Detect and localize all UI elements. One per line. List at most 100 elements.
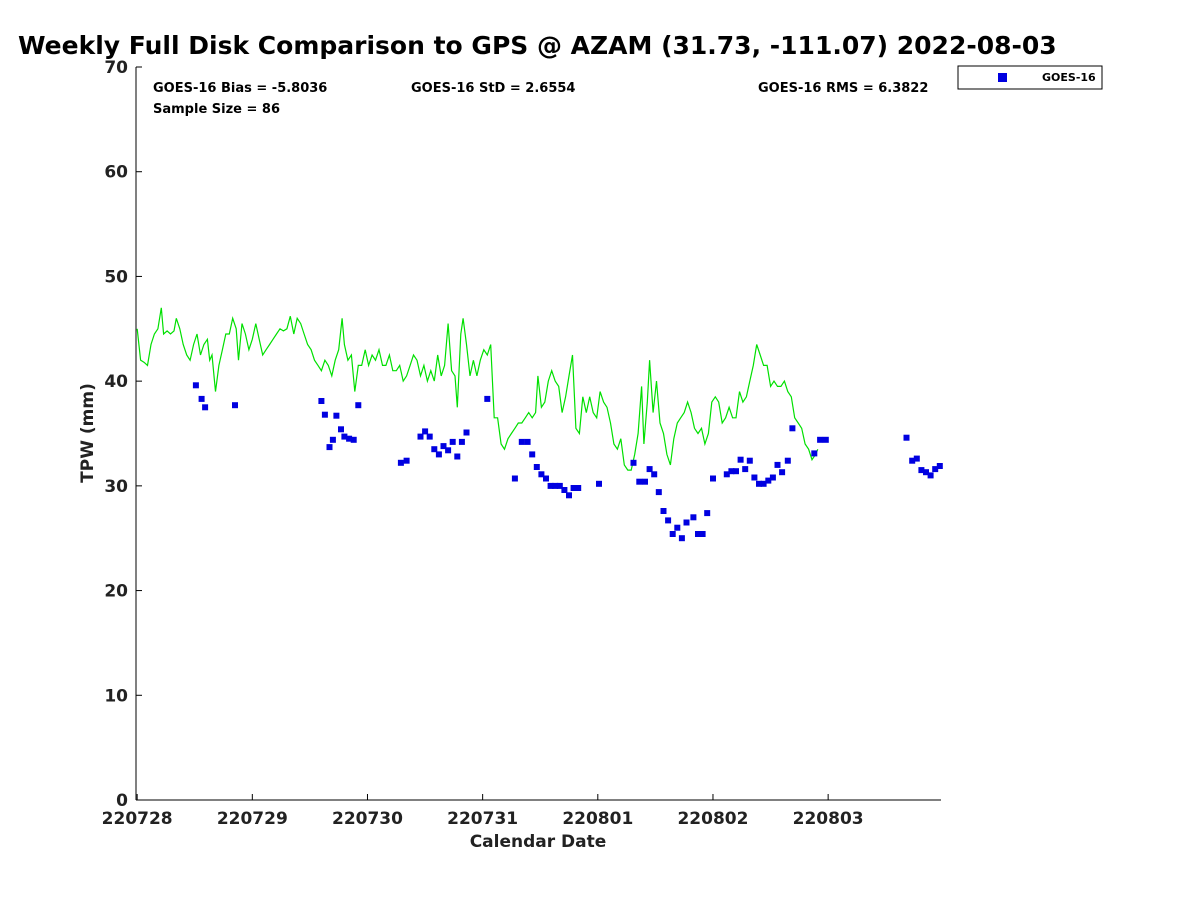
goes16-point xyxy=(463,429,470,436)
goes16-point xyxy=(932,466,939,473)
x-tick-label: 220802 xyxy=(677,809,748,829)
goes16-point xyxy=(669,531,676,537)
y-axis-label: TPW (mm) xyxy=(78,383,98,483)
goes16-point xyxy=(655,489,662,496)
goes16-point xyxy=(927,472,934,479)
goes16-point xyxy=(660,508,667,514)
goes16-point xyxy=(403,457,410,464)
plot-area: GOES-16 Bias = -5.8036 GOES-16 StD = 2.6… xyxy=(102,58,943,829)
x-tick-label: 220728 xyxy=(102,809,173,829)
goes16-point xyxy=(484,395,491,402)
goes16-point xyxy=(636,478,643,485)
y-tick-label: 50 xyxy=(104,267,128,287)
y-tick-label: 70 xyxy=(104,58,128,78)
y-tick-label: 0 xyxy=(116,791,128,811)
goes16-point xyxy=(543,475,549,482)
goes16-point xyxy=(556,482,563,489)
goes16-point xyxy=(789,425,796,432)
goes16-point xyxy=(710,475,716,482)
goes16-point xyxy=(690,514,697,521)
legend-box xyxy=(957,65,1103,90)
goes16-point xyxy=(913,455,920,462)
y-tick-label: 10 xyxy=(104,686,128,706)
x-tick-label: 220730 xyxy=(332,809,403,829)
goes16-point xyxy=(695,531,701,537)
goes16-point xyxy=(751,474,758,481)
goes16-point xyxy=(817,436,824,443)
goes16-point xyxy=(454,453,461,460)
goes16-point xyxy=(742,466,749,473)
goes16-point xyxy=(784,457,791,464)
goes16-point xyxy=(575,485,582,491)
legend: GOES-16 xyxy=(957,65,1103,90)
goes16-point xyxy=(936,463,943,469)
goes16-point xyxy=(318,398,325,404)
goes16-point xyxy=(333,412,340,419)
goes16-point xyxy=(678,535,685,542)
goes16-point xyxy=(728,468,735,475)
goes16-point xyxy=(198,395,205,402)
goes16-point xyxy=(431,446,438,453)
bias-stat: GOES-16 Bias = -5.8036 xyxy=(153,81,327,96)
legend-marker-goes16 xyxy=(998,73,1007,82)
goes16-point xyxy=(355,402,362,409)
goes16-point xyxy=(449,438,456,445)
goes16-point xyxy=(426,433,433,440)
goes16-point xyxy=(321,411,328,418)
goes16-point xyxy=(630,459,637,466)
goes16-point xyxy=(769,474,776,481)
goes16-point xyxy=(704,510,711,517)
gps-series-line xyxy=(136,307,819,471)
x-tick-label: 220729 xyxy=(217,809,288,829)
goes16-point xyxy=(779,469,786,476)
goes16-point xyxy=(422,428,429,435)
y-tick-label: 40 xyxy=(104,372,128,392)
goes16-point xyxy=(570,485,577,491)
goes16-point xyxy=(202,404,209,411)
goes16-point xyxy=(417,433,424,440)
goes16-point xyxy=(903,434,910,441)
goes16-point xyxy=(733,468,739,475)
goes16-point xyxy=(350,436,357,443)
y-tick-label: 20 xyxy=(104,582,128,602)
goes16-point xyxy=(811,450,818,457)
goes16-point xyxy=(338,426,344,433)
goes16-point xyxy=(822,436,829,443)
y-ticks: 0 10 20 30 40 50 60 70 xyxy=(104,58,142,811)
goes16-point xyxy=(561,487,568,493)
y-tick-label: 30 xyxy=(104,477,128,497)
x-tick-label: 220801 xyxy=(562,809,633,829)
goes16-point xyxy=(765,477,772,484)
series-layer xyxy=(136,307,943,542)
goes16-point xyxy=(665,517,672,524)
goes16-point xyxy=(329,436,336,443)
goes16-point xyxy=(326,444,333,451)
goes16-point xyxy=(651,471,658,478)
goes16-point xyxy=(774,461,781,468)
goes16-point xyxy=(232,402,238,409)
sample-size-stat: Sample Size = 86 xyxy=(153,102,280,117)
goes16-point xyxy=(646,466,653,473)
goes16-point xyxy=(909,457,916,464)
x-axis-label: Calendar Date xyxy=(470,832,607,852)
goes16-point xyxy=(458,438,465,445)
chart-title: Weekly Full Disk Comparison to GPS @ AZA… xyxy=(18,31,1057,60)
goes16-point xyxy=(529,451,536,458)
goes16-point xyxy=(346,435,353,442)
std-stat: GOES-16 StD = 2.6554 xyxy=(411,81,575,96)
goes16-point xyxy=(737,456,744,463)
x-tick-label: 220803 xyxy=(793,809,864,829)
goes16-point xyxy=(440,443,447,450)
goes16-point xyxy=(397,459,404,466)
goes16-point xyxy=(435,451,442,458)
goes16-point xyxy=(552,482,559,489)
goes16-point xyxy=(683,519,690,526)
y-tick-label: 60 xyxy=(104,163,128,183)
goes16-point xyxy=(533,464,540,470)
goes16-point xyxy=(547,482,554,489)
goes16-point xyxy=(746,457,753,464)
goes16-point xyxy=(642,478,648,485)
goes16-point xyxy=(538,471,545,478)
goes16-point xyxy=(511,475,518,482)
